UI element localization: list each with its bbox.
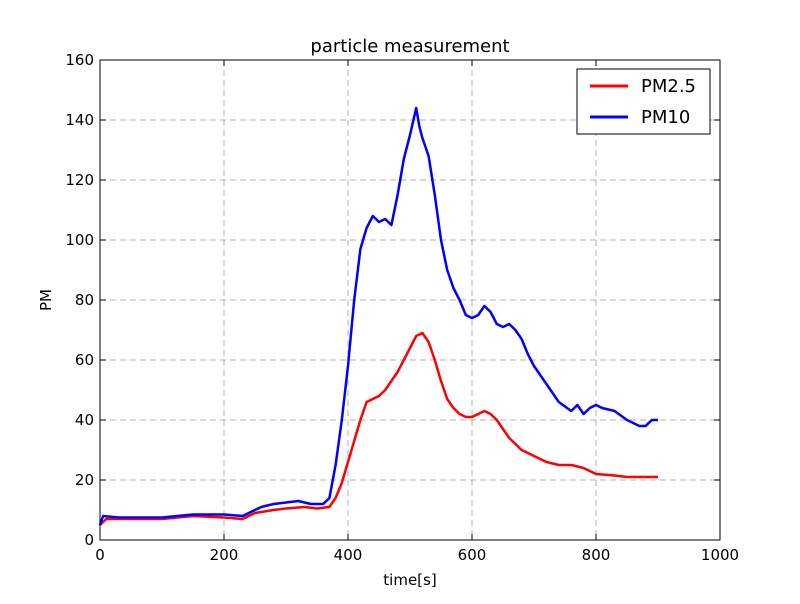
legend: PM2.5 PM10	[576, 68, 711, 135]
plot-area-frame	[99, 59, 721, 541]
y-tick-label: 160	[65, 51, 94, 69]
y-tick-label: 0	[84, 531, 94, 549]
y-tick-label: 20	[75, 471, 94, 489]
x-axis-label: time[s]	[383, 571, 436, 589]
y-tick-label: 100	[65, 231, 94, 249]
legend-box	[576, 68, 711, 135]
y-tick-label: 60	[75, 351, 94, 369]
y-tick-label: 140	[65, 111, 94, 129]
x-tick-label: 0	[95, 546, 105, 564]
y-tick-label: 80	[75, 291, 94, 309]
series-layer	[98, 106, 658, 526]
y-axis-label: PM	[37, 289, 55, 311]
legend-label-pm10: PM10	[641, 107, 690, 128]
y-tick-label: 120	[65, 171, 94, 189]
series-line-pm25	[99, 331, 658, 526]
x-tick-label: 800	[582, 546, 611, 564]
x-tick-label: 200	[210, 546, 239, 564]
grid-lines	[99, 59, 721, 541]
series-line-pm10	[98, 106, 658, 526]
x-tick-label: 400	[334, 546, 363, 564]
x-tick-label: 1000	[701, 546, 739, 564]
x-tick-label: 600	[458, 546, 487, 564]
chart-title: particle measurement	[310, 36, 509, 57]
y-tick-label: 40	[75, 411, 94, 429]
legend-label-pm25: PM2.5	[641, 76, 696, 97]
axis-ticks: 0 200 400 600 800 1000 0 20 40 60 80 100 120 140 160	[65, 51, 739, 564]
